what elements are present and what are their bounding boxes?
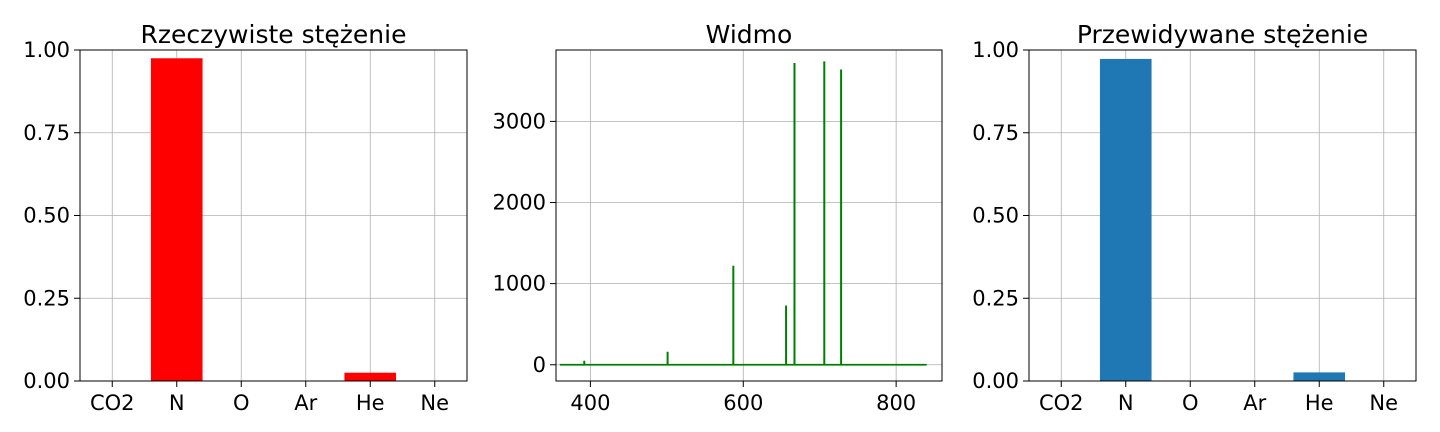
predicted-concentration-xtick-label: He	[1305, 391, 1334, 415]
spectrum-ytick-label: 2000	[493, 191, 546, 215]
spectrum-marks	[559, 61, 927, 366]
real-concentration-xtick-label: CO2	[90, 391, 135, 415]
predicted-concentration-xtick-label: N	[1118, 391, 1134, 415]
real-concentration-xtick-label: Ne	[420, 391, 449, 415]
real-concentration-grid	[80, 49, 467, 382]
predicted-concentration-ytick-label: 0.25	[972, 286, 1019, 310]
real-concentration-bar-he	[344, 372, 397, 381]
spectrum-xtick-label: 800	[876, 391, 916, 415]
spectrum-grid	[556, 50, 942, 381]
spectrum-xtick-label: 400	[570, 391, 610, 415]
predicted-concentration-marks	[1099, 58, 1346, 381]
real-concentration-ytick-label: 0.75	[23, 121, 70, 145]
predicted-concentration-ytick-label: 1.00	[972, 38, 1019, 62]
predicted-concentration-bar-n	[1099, 58, 1152, 381]
spectrum-ytick-label: 1000	[493, 272, 546, 296]
predicted-concentration-xtick-label: Ne	[1369, 391, 1398, 415]
real-concentration-ytick-label: 0.25	[23, 286, 70, 310]
spectrum-axes-frame	[555, 49, 943, 382]
real-concentration-xtick-label: He	[356, 391, 385, 415]
spectrum-xtick-label: 600	[723, 391, 763, 415]
spectrum-ytick-label: 0	[533, 353, 546, 377]
real-concentration-chart: 0.00 0.25 0.50 0.75 1.00 CO2 N O Ar He Ne Rzeczywis…	[23, 20, 468, 415]
predicted-concentration-ytick-label: 0.50	[972, 204, 1019, 228]
real-concentration-ytick-label: 1.00	[23, 38, 70, 62]
spectrum-chart: 0 1000 2000 3000 400 600 800 Widmo	[493, 20, 943, 415]
predicted-concentration-ytick-label: 0.00	[972, 369, 1019, 393]
real-concentration-axes-frame	[79, 49, 468, 382]
predicted-concentration-bar-he	[1293, 372, 1346, 381]
predicted-concentration-title: Przewidywane stężenie	[1077, 20, 1368, 49]
real-concentration-marks	[150, 58, 397, 382]
real-concentration-bar-n	[150, 58, 203, 382]
real-concentration-xtick-label: O	[233, 391, 250, 415]
real-concentration-title: Rzeczywiste stężenie	[141, 20, 407, 49]
real-concentration-xtick-label: N	[169, 391, 185, 415]
predicted-concentration-xtick-label: O	[1182, 391, 1199, 415]
spectrum-ytick-label: 3000	[493, 109, 546, 133]
real-concentration-ytick-label: 0.50	[23, 204, 70, 228]
real-concentration-ytick-label: 0.00	[23, 369, 70, 393]
predicted-concentration-xtick-label: CO2	[1039, 391, 1084, 415]
spectrum-title: Widmo	[706, 20, 793, 49]
predicted-concentration-axes-frame	[1028, 49, 1417, 382]
real-concentration-xtick-label: Ar	[294, 391, 317, 415]
predicted-concentration-chart: 0.00 0.25 0.50 0.75 1.00 CO2 N O Ar He Ne Przewidyw…	[972, 20, 1417, 415]
predicted-concentration-grid	[1029, 49, 1416, 382]
predicted-concentration-ytick-label: 0.75	[972, 121, 1019, 145]
predicted-concentration-xtick-label: Ar	[1243, 391, 1266, 415]
